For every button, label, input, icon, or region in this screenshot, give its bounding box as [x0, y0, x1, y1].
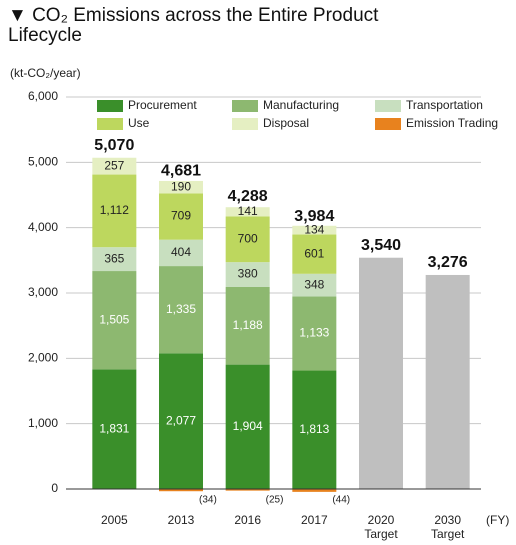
bar-segment [92, 271, 137, 370]
bar-segment [92, 369, 137, 489]
bar-segment [92, 157, 137, 175]
bar-segment [159, 180, 203, 194]
data-label: 134 [304, 222, 324, 236]
legend-label: Emission Trading [406, 116, 498, 130]
y-tick-label: 6,000 [28, 89, 58, 103]
data-label: 601 [304, 246, 324, 260]
legend-swatch [375, 118, 401, 130]
data-label: 1,505 [99, 312, 129, 326]
y-tick-label: 2,000 [28, 351, 58, 365]
y-tick-label: 3,000 [28, 285, 58, 299]
data-label: 1,831 [99, 421, 129, 435]
data-label: 1,188 [233, 318, 263, 332]
data-label: 700 [238, 231, 258, 245]
bar-segment [159, 239, 203, 267]
chart-title: ▼ CO₂ Emissions across the Entire Produc… [8, 5, 379, 46]
data-label: 404 [171, 245, 191, 259]
bar-segment [225, 207, 270, 217]
total-label: 4,288 [228, 188, 268, 205]
total-label: 3,276 [428, 254, 468, 271]
bar-segment [225, 489, 270, 491]
total-label: 3,984 [294, 208, 334, 225]
x-axis-label: (FY) [486, 513, 509, 527]
y-tick-label: 1,000 [28, 416, 58, 430]
x-tick-label: 2020 Target [364, 513, 398, 541]
legend-swatch [232, 118, 258, 130]
legend-label: Transportation [406, 98, 483, 112]
bar-segment [159, 266, 203, 354]
bar-segment [292, 370, 337, 489]
data-label: 141 [238, 204, 258, 218]
bar-segment [225, 286, 270, 365]
data-label: (44) [332, 495, 350, 506]
legend-swatch [232, 100, 258, 112]
y-axis-label: (kt-CO₂/year) [10, 66, 81, 80]
bar-segment [292, 273, 337, 297]
data-label: 348 [304, 277, 324, 291]
y-tick-label: 0 [51, 481, 58, 495]
data-label: (25) [266, 495, 284, 506]
data-label: 1,133 [299, 326, 329, 340]
total-label: 3,540 [361, 237, 401, 254]
total-label: 4,681 [161, 162, 201, 179]
bar-segment [159, 193, 203, 240]
y-tick-label: 4,000 [28, 220, 58, 234]
bar-segment [292, 234, 337, 274]
total-label: 5,070 [94, 137, 134, 154]
data-label: 365 [104, 251, 124, 265]
legend-label: Disposal [263, 116, 309, 130]
legend-label: Procurement [128, 98, 197, 112]
legend-swatch [375, 100, 401, 112]
bar-segment [292, 296, 337, 371]
data-label: 1,112 [100, 203, 129, 217]
data-label: 709 [171, 209, 191, 223]
data-label: 1,335 [166, 302, 196, 316]
x-tick-label: 2030 Target [431, 513, 465, 541]
bar-segment [159, 353, 203, 489]
legend-label: Use [128, 116, 150, 130]
bar-segment [292, 225, 337, 235]
data-label: 1,813 [299, 422, 329, 436]
x-tick-label: 2017 [301, 513, 328, 527]
bar-segment [225, 364, 270, 489]
bar-segment [225, 216, 270, 263]
y-tick-label: 5,000 [28, 155, 58, 169]
legend-swatch [97, 118, 123, 130]
bar-segment [225, 262, 270, 287]
x-tick-label: 2005 [101, 513, 128, 527]
legend-label: Manufacturing [263, 98, 339, 112]
bar-segment [92, 174, 137, 248]
data-label: 257 [104, 158, 124, 172]
bar-segment [92, 247, 137, 272]
bar-segment [292, 489, 337, 492]
data-label: 1,904 [233, 419, 263, 433]
data-label: 190 [171, 179, 191, 193]
x-tick-label: 2013 [168, 513, 195, 527]
x-tick-label: 2016 [234, 513, 261, 527]
data-label: 380 [238, 267, 258, 281]
target-bar [359, 257, 403, 489]
data-label: 2,077 [166, 413, 196, 427]
legend-swatch [97, 100, 123, 112]
target-bar [425, 274, 470, 489]
bar-segment [159, 489, 203, 492]
data-label: (34) [199, 495, 217, 506]
